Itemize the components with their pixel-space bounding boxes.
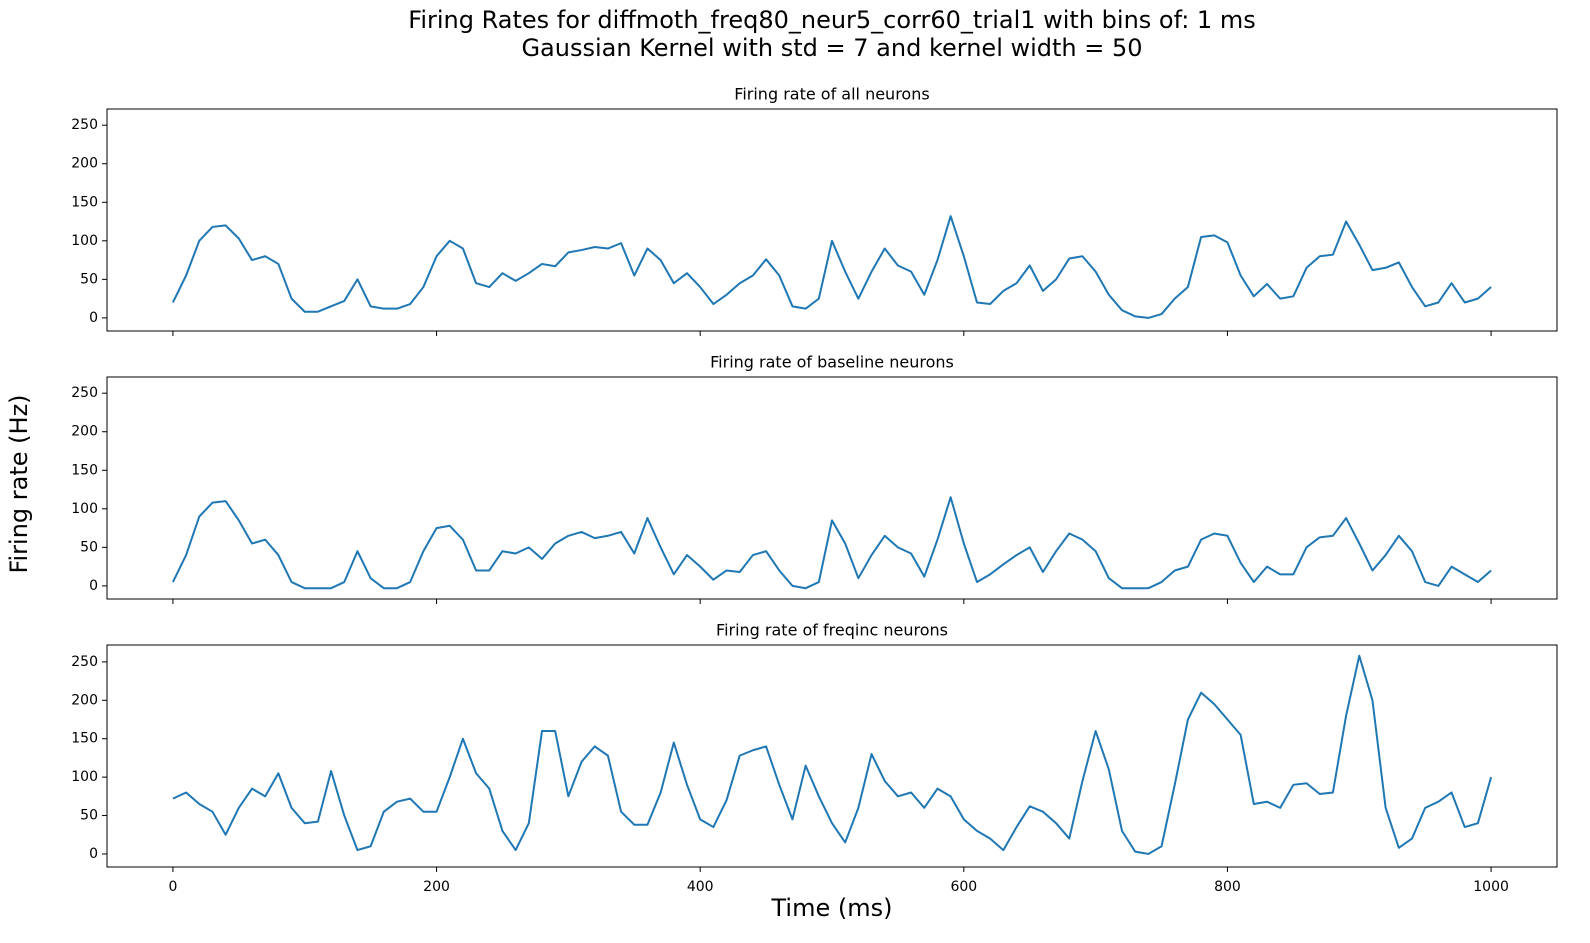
y-tick-label: 100 xyxy=(71,501,98,517)
y-tick-label: 50 xyxy=(80,271,98,287)
y-tick-label: 0 xyxy=(89,846,98,862)
x-tick-label: 800 xyxy=(1214,879,1241,895)
axes-frame xyxy=(106,108,1558,332)
y-tick-label: 100 xyxy=(71,233,98,249)
y-tick-label: 250 xyxy=(71,385,98,401)
y-tick-label: 150 xyxy=(71,194,98,210)
x-tick-label: 1000 xyxy=(1473,879,1509,895)
y-axis-label: Firing rate (Hz) xyxy=(5,394,33,573)
line-series xyxy=(172,215,1492,319)
line-series xyxy=(172,496,1492,590)
y-tick-label: 50 xyxy=(80,539,98,555)
panel-title: Firing rate of freqinc neurons xyxy=(716,621,948,640)
x-tick-label: 400 xyxy=(687,879,714,895)
panel-title: Firing rate of all neurons xyxy=(734,85,929,104)
y-tick-label: 250 xyxy=(71,654,98,670)
x-tick-label: 200 xyxy=(423,879,450,895)
y-tick-label: 250 xyxy=(71,117,98,133)
y-tick-label: 200 xyxy=(71,424,98,440)
figure-title: Firing Rates for diffmoth_freq80_neur5_c… xyxy=(408,6,1255,34)
y-tick-label: 100 xyxy=(71,769,98,785)
x-tick-label: 600 xyxy=(950,879,977,895)
axes-frame xyxy=(106,644,1558,868)
panel-title: Firing rate of baseline neurons xyxy=(710,353,954,372)
y-tick-label: 150 xyxy=(71,731,98,747)
axes-frame xyxy=(106,376,1558,600)
y-tick-label: 0 xyxy=(89,578,98,594)
line-series xyxy=(172,654,1493,855)
figure-subtitle: Gaussian Kernel with std = 7 and kernel … xyxy=(521,34,1142,62)
y-tick-label: 50 xyxy=(80,808,98,824)
y-tick-label: 150 xyxy=(71,462,98,478)
x-tick-label: 0 xyxy=(168,879,177,895)
x-axis-label: Time (ms) xyxy=(771,894,893,922)
y-tick-label: 200 xyxy=(71,692,98,708)
y-tick-label: 0 xyxy=(89,310,98,326)
y-tick-label: 200 xyxy=(71,156,98,172)
